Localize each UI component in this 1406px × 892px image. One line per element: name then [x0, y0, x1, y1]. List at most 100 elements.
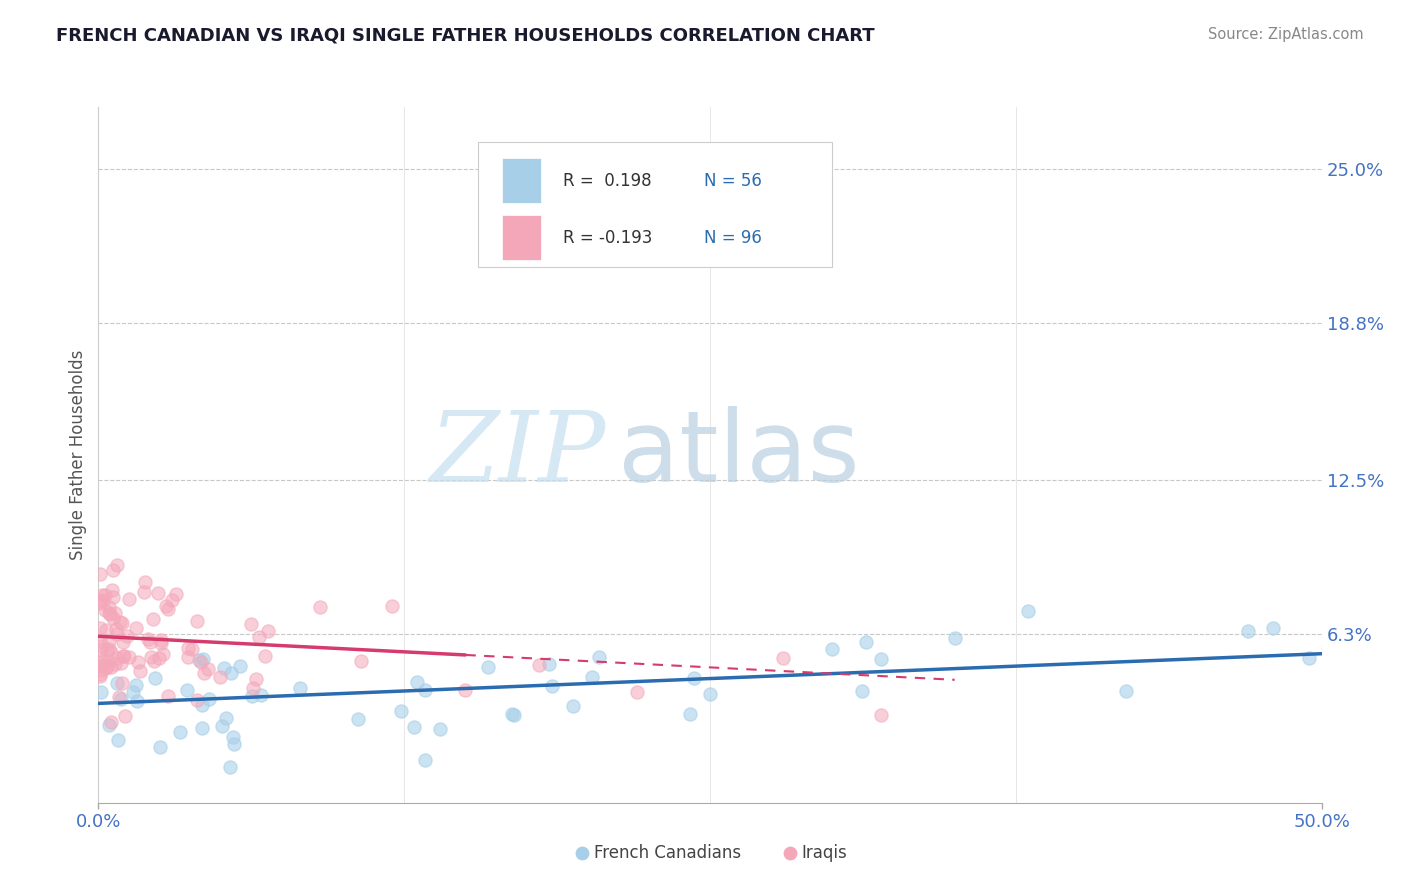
- Point: [156, 689, 179, 703]
- Point: [118, 591, 141, 606]
- Point: [477, 660, 499, 674]
- Y-axis label: Single Father Households: Single Father Households: [69, 350, 87, 560]
- Point: [96, 623, 118, 637]
- Point: [97, 607, 120, 621]
- Point: [104, 606, 127, 620]
- Point: [89, 593, 111, 607]
- Point: [139, 650, 162, 665]
- Point: [91, 589, 114, 603]
- Point: [191, 652, 214, 666]
- Point: [870, 651, 893, 665]
- Point: [96, 658, 118, 673]
- Point: [181, 642, 204, 657]
- Point: [110, 676, 132, 690]
- Point: [156, 602, 179, 616]
- Point: [870, 708, 893, 723]
- Bar: [502, 215, 541, 260]
- Point: [91, 593, 114, 607]
- Point: [218, 760, 240, 774]
- Point: [97, 641, 120, 656]
- Point: [91, 653, 114, 667]
- Point: [97, 600, 120, 615]
- Point: [699, 687, 721, 701]
- Point: [288, 681, 311, 695]
- Point: [125, 694, 148, 708]
- Point: [89, 668, 111, 682]
- Point: [104, 622, 127, 636]
- Point: [1298, 651, 1320, 665]
- Point: [1261, 622, 1284, 636]
- Point: [143, 672, 166, 686]
- Point: [309, 599, 332, 614]
- Point: [229, 658, 252, 673]
- Point: [191, 698, 214, 713]
- Point: [381, 599, 404, 614]
- Point: [110, 656, 132, 670]
- Point: [138, 632, 160, 646]
- Point: [679, 706, 702, 721]
- Point: [176, 641, 198, 656]
- Text: Source: ZipAtlas.com: Source: ZipAtlas.com: [1208, 27, 1364, 42]
- Point: [191, 721, 214, 735]
- Point: [100, 645, 122, 659]
- Point: [89, 667, 111, 681]
- Point: [683, 671, 706, 685]
- Point: [112, 635, 135, 649]
- Point: [105, 558, 128, 573]
- Point: [169, 724, 191, 739]
- Point: [772, 650, 794, 665]
- Point: [110, 692, 132, 706]
- Point: [132, 584, 155, 599]
- Text: R =  0.198: R = 0.198: [564, 172, 652, 190]
- Point: [247, 630, 270, 644]
- Text: atlas: atlas: [619, 407, 860, 503]
- Point: [118, 649, 141, 664]
- Point: [112, 648, 135, 663]
- Point: [94, 602, 117, 616]
- Text: N = 96: N = 96: [704, 228, 762, 246]
- Point: [214, 661, 236, 675]
- Point: [89, 567, 111, 582]
- Point: [125, 621, 148, 635]
- Point: [138, 635, 160, 649]
- Point: [242, 681, 264, 696]
- Point: [193, 665, 215, 680]
- Text: FRENCH CANADIAN VS IRAQI SINGLE FATHER HOUSEHOLDS CORRELATION CHART: FRENCH CANADIAN VS IRAQI SINGLE FATHER H…: [56, 27, 875, 45]
- Point: [454, 682, 477, 697]
- Point: [215, 711, 238, 725]
- Point: [209, 671, 232, 685]
- Point: [89, 634, 111, 648]
- Point: [89, 643, 111, 657]
- Point: [176, 682, 198, 697]
- Point: [104, 657, 127, 671]
- Point: [89, 596, 111, 610]
- Point: [97, 654, 120, 668]
- Point: [1237, 624, 1260, 639]
- Point: [148, 586, 170, 600]
- Point: [155, 599, 177, 614]
- Point: [240, 616, 263, 631]
- Point: [245, 672, 267, 686]
- Point: [94, 661, 117, 675]
- Point: [100, 659, 122, 673]
- Point: [429, 723, 451, 737]
- Point: [142, 612, 165, 626]
- Point: [527, 657, 550, 672]
- Point: [98, 607, 121, 621]
- Point: [150, 633, 173, 648]
- Point: [1017, 604, 1039, 618]
- Point: [186, 693, 208, 707]
- Point: [257, 624, 280, 638]
- Point: [561, 698, 583, 713]
- Text: ZIP: ZIP: [430, 408, 606, 502]
- Point: [105, 627, 128, 641]
- Point: [503, 708, 526, 723]
- Point: [821, 642, 844, 657]
- Point: [108, 615, 131, 630]
- Point: [108, 690, 131, 704]
- Point: [177, 649, 200, 664]
- Point: [211, 719, 233, 733]
- Point: [96, 642, 118, 657]
- Point: [198, 692, 221, 706]
- Point: [851, 684, 873, 698]
